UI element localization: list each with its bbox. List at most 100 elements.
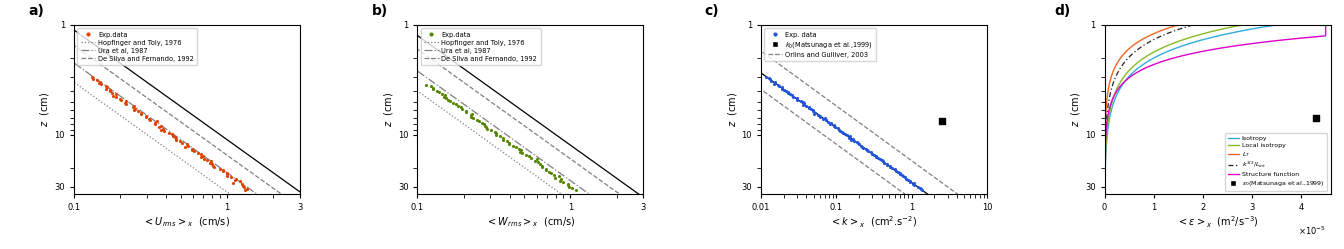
- Point: [780, 92, 801, 96]
- Point: [761, 79, 782, 83]
- Point: [450, 106, 472, 110]
- Point: [767, 84, 789, 88]
- Local isotropy: [1103, 105, 1120, 108]
- Point: [124, 108, 145, 112]
- Point: [550, 179, 571, 183]
- Point: [767, 83, 789, 87]
- Local isotropy: [1097, 162, 1113, 165]
- Point: [153, 126, 175, 130]
- Point: [212, 169, 234, 173]
- Point: [462, 116, 484, 120]
- Point: [899, 179, 921, 183]
- Point: [755, 75, 777, 79]
- Point: [210, 167, 231, 171]
- Point: [505, 145, 527, 149]
- Point: [177, 144, 199, 148]
- Point: [422, 87, 444, 91]
- Isotropy: [1269, 23, 1285, 26]
- Structure function: [1102, 105, 1118, 108]
- Point: [543, 173, 564, 177]
- Point: [164, 135, 185, 139]
- Point: [801, 107, 823, 111]
- Point: [124, 104, 145, 108]
- Point: [161, 132, 183, 136]
- Point: [851, 145, 872, 149]
- Point: [82, 75, 103, 79]
- Point: [216, 171, 238, 175]
- Point: [509, 150, 531, 154]
- Point: [856, 148, 878, 152]
- Point: [228, 179, 250, 183]
- Point: [802, 108, 824, 112]
- Isotropy: [1105, 105, 1121, 108]
- Point: [439, 99, 461, 103]
- Point: [194, 157, 215, 161]
- Point: [902, 182, 923, 186]
- Point: [910, 187, 931, 191]
- Point: [550, 177, 571, 181]
- Point: [886, 169, 907, 173]
- Point: [809, 114, 831, 118]
- Point: [802, 112, 824, 116]
- Text: c): c): [704, 4, 719, 18]
- $k^{3/2}/L_{int}$: [1097, 162, 1113, 165]
- Point: [151, 128, 172, 132]
- Point: [163, 134, 184, 138]
- Point: [911, 188, 933, 192]
- Point: [434, 95, 456, 99]
- Point: [496, 139, 517, 143]
- Point: [544, 176, 566, 180]
- Point: [527, 157, 548, 161]
- Point: [485, 131, 507, 135]
- Point: [153, 129, 175, 133]
- Point: [427, 89, 449, 93]
- Point: [548, 174, 570, 178]
- Point: [191, 155, 212, 159]
- $k^{3/2}/L_{int}$: [1185, 23, 1202, 26]
- Point: [903, 181, 925, 185]
- Point: [848, 142, 870, 146]
- Local isotropy: [1101, 115, 1117, 118]
- Point: [879, 165, 900, 169]
- Point: [415, 83, 437, 87]
- Point: [802, 109, 824, 113]
- Point: [212, 168, 234, 172]
- Point: [146, 120, 168, 124]
- Point: [777, 91, 798, 95]
- Point: [472, 121, 493, 125]
- Structure function: [1097, 189, 1113, 192]
- Point: [461, 115, 482, 119]
- Isotropy: [1102, 115, 1118, 118]
- Point: [781, 93, 802, 97]
- Legend: Exp.data, Hopfinger and Toly, 1976, Ura et al, 1987, De Silva and Fernando, 1992: Exp.data, Hopfinger and Toly, 1976, Ura …: [421, 28, 540, 65]
- Point: [552, 180, 574, 184]
- Point: [492, 137, 513, 141]
- Point: [870, 157, 891, 161]
- X-axis label: $< W_{rms} >_x$  (cm/s): $< W_{rms} >_x$ (cm/s): [485, 215, 575, 229]
- Structure function: [1317, 23, 1333, 26]
- Point: [138, 117, 160, 121]
- Point: [434, 93, 456, 97]
- Point: [102, 94, 124, 98]
- Point: [876, 162, 898, 166]
- Point: [448, 104, 469, 108]
- Point: [530, 162, 551, 166]
- Point: [560, 187, 582, 190]
- Point: [874, 161, 895, 165]
- Point: [144, 121, 165, 125]
- Point: [461, 112, 482, 116]
- $k^{3/2}/L_{int}$: [1099, 105, 1116, 108]
- Point: [231, 182, 253, 186]
- Point: [531, 164, 552, 168]
- Legend: Exp. data, $k_0$(Matsunaga et al.,1999), Orlins and Gulliver, 2003: Exp. data, $k_0$(Matsunaga et al.,1999),…: [765, 28, 876, 61]
- Point: [489, 134, 511, 138]
- Point: [452, 107, 473, 111]
- Text: b): b): [372, 4, 388, 18]
- Point: [442, 101, 464, 105]
- Point: [474, 124, 496, 128]
- Y-axis label: $z$  (cm): $z$ (cm): [39, 92, 51, 127]
- Line: $k^{3/2}/L_{int}$: $k^{3/2}/L_{int}$: [1105, 25, 1193, 194]
- Point: [817, 120, 839, 124]
- Structure function: [1097, 162, 1113, 165]
- $k^{3/2}/L_{int}$: [1098, 124, 1114, 127]
